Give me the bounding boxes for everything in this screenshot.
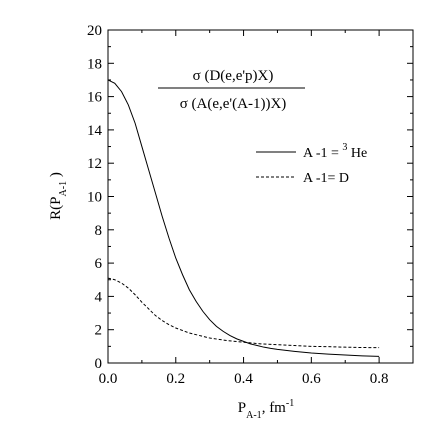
x-axis-title-main: P [238,400,246,416]
y-tick-label: 14 [87,123,103,139]
x-axis-title-tail: , fm [262,400,286,416]
y-tick-label: 6 [95,256,103,272]
x-tick-label: 0.0 [99,371,118,387]
y-tick-label: 16 [87,90,103,106]
legend: A -1 = 3 He A -1= D [256,142,367,186]
y-axis-title-sub: A-1 [58,181,69,197]
y-tick-label: 20 [87,23,102,39]
y-axis-ticks: 0 2 4 6 8 10 12 14 16 18 20 [87,23,413,372]
x-tick-label: 0.4 [234,371,253,387]
y-axis-title: R(PA-1 ) [48,172,69,220]
legend-label-he3-suffix: He [347,146,367,161]
y-tick-label: 8 [95,223,103,239]
x-axis-title-sup: -1 [286,398,294,409]
formula-denominator: σ (A(e,e'(A-1))X) [180,96,287,112]
series-layer [107,79,380,357]
formula-numerator: σ (D(e,e'p)X) [193,68,274,84]
x-tick-label: 0.8 [370,371,389,387]
series-line-d [107,277,380,349]
x-tick-label: 0.6 [302,371,321,387]
y-tick-label: 12 [87,156,102,172]
legend-label-he3-prefix: A -1 = [303,146,342,161]
y-axis-title-tail: ) [48,172,64,181]
y-axis-title-main: R(P [48,196,64,219]
y-tick-label: 0 [95,356,103,372]
legend-label-he3: A -1 = 3 He [303,142,367,161]
legend-label-he3-sup: 3 [342,142,347,153]
x-tick-label: 0.2 [166,371,185,387]
x-axis-title: PA-1, fm-1 [238,398,294,421]
y-tick-label: 10 [87,190,102,206]
x-axis-ticks: 0.0 0.2 0.4 0.6 0.8 [99,30,414,387]
legend-label-d: A -1= D [303,171,349,186]
y-tick-label: 18 [87,56,102,72]
y-tick-label: 4 [95,289,103,305]
series-line-he3 [107,79,380,357]
y-tick-label: 2 [95,323,103,339]
x-axis-title-sub: A-1 [246,410,262,421]
